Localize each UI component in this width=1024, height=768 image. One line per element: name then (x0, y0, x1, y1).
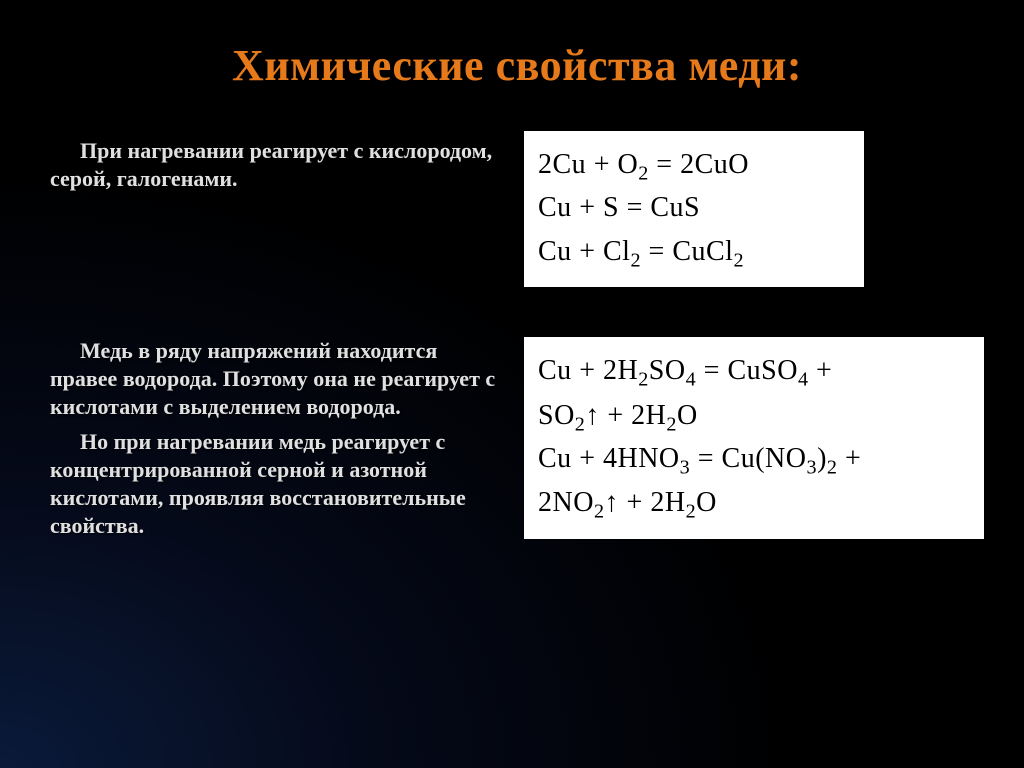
equation-3: Cu + Cl2 = CuCl2 (538, 230, 850, 273)
eq-token: = (627, 192, 643, 223)
eq-token: + (837, 443, 861, 474)
eq-token: = (698, 443, 714, 474)
eq-token: SO (538, 400, 575, 431)
eq-token: 2H (631, 400, 666, 431)
eq-token: + (579, 192, 595, 223)
eq-sub: 2 (594, 501, 605, 523)
eq-sub: 2 (686, 501, 697, 523)
eq-token: = (649, 236, 665, 267)
eq-token: + (579, 443, 595, 474)
slide-title: Химические свойства меди: (50, 40, 984, 91)
eq-token: 2Cu (538, 149, 586, 180)
section2-text-block: Медь в ряду напряжений находится правее … (50, 337, 509, 540)
eq-sub: 2 (733, 249, 744, 271)
eq-token: O (677, 400, 698, 431)
section1-text-block: При нагревании реагирует с кислородом, с… (50, 131, 509, 193)
eq-token: + (627, 487, 643, 518)
eq-token: 2H (603, 355, 638, 386)
eq-token: = (656, 149, 672, 180)
eq-token: Cu(NO (722, 443, 807, 474)
equation-2: Cu + S = CuS (538, 186, 850, 229)
eq-sub: 2 (666, 413, 677, 435)
eq-token: + (594, 149, 610, 180)
up-arrow-icon: ↑ (585, 399, 600, 430)
eq-sub: 2 (638, 369, 649, 391)
eq-sub: 2 (827, 457, 838, 479)
eq-token: Cu (538, 192, 572, 223)
eq-sub: 2 (630, 249, 641, 271)
content-grid: При нагревании реагирует с кислородом, с… (50, 131, 984, 540)
eq-token: + (579, 355, 595, 386)
eq-token: 4HNO (603, 443, 680, 474)
eq-token: 2CuO (680, 149, 749, 180)
slide: Химические свойства меди: При нагревании… (0, 0, 1024, 768)
eq-token: SO (649, 355, 686, 386)
equation-1: 2Cu + O2 = 2CuO (538, 143, 850, 186)
eq-token: 2H (650, 487, 685, 518)
eq-sub: 4 (798, 369, 809, 391)
eq-token: ) (817, 443, 827, 474)
eq-token: Cl (603, 236, 630, 267)
eq-token: Cu (538, 236, 572, 267)
eq-token: = (704, 355, 720, 386)
equation-5: Cu + 4HNO3 = Cu(NO3)2 + 2NO2↑ + 2H2O (538, 437, 970, 525)
equation-box-2: Cu + 2H2SO4 = CuSO4 + SO2↑ + 2H2O Cu + 4… (524, 337, 984, 539)
eq-token: 2NO (538, 487, 594, 518)
section1-paragraph: При нагревании реагирует с кислородом, с… (50, 137, 509, 193)
equation-box-1: 2Cu + O2 = 2CuO Cu + S = CuS Cu + Cl2 = … (524, 131, 864, 287)
eq-token: O (617, 149, 638, 180)
eq-token: CuSO (727, 355, 797, 386)
eq-token: S (603, 192, 619, 223)
eq-token: CuCl (672, 236, 733, 267)
section2-paragraph-1: Медь в ряду напряжений находится правее … (50, 337, 509, 421)
eq-token: + (809, 355, 833, 386)
eq-token: CuS (650, 192, 700, 223)
eq-sub: 3 (680, 457, 691, 479)
eq-token: Cu (538, 443, 572, 474)
eq-token: + (579, 236, 595, 267)
eq-token: O (696, 487, 717, 518)
eq-sub: 4 (686, 369, 697, 391)
up-arrow-icon: ↑ (605, 486, 620, 517)
eq-sub: 3 (806, 457, 817, 479)
eq-sub: 2 (638, 163, 649, 185)
section2-paragraph-2: Но при нагревании медь реагирует с конце… (50, 428, 509, 541)
eq-token: + (607, 400, 623, 431)
eq-token: Cu (538, 355, 572, 386)
equation-4: Cu + 2H2SO4 = CuSO4 + SO2↑ + 2H2O (538, 349, 970, 437)
eq-sub: 2 (575, 413, 586, 435)
